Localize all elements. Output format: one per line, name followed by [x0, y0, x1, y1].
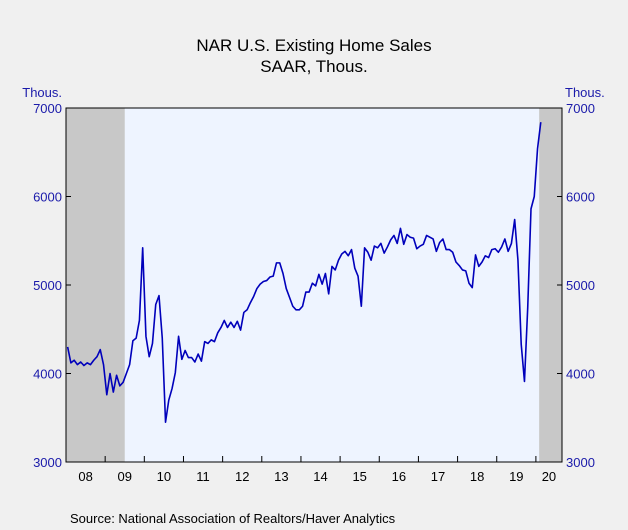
- x-tick-label-10: 10: [157, 469, 171, 484]
- x-tick-label-16: 16: [392, 469, 406, 484]
- y-tick-label-right-4000: 4000: [566, 367, 595, 382]
- recession-band-2: [539, 108, 562, 462]
- left-axis-unit: Thous.: [22, 85, 62, 100]
- right-axis-unit: Thous.: [565, 85, 605, 100]
- x-tick-label-08: 08: [78, 469, 92, 484]
- x-tick-label-17: 17: [431, 469, 445, 484]
- y-tick-layer: 3000 3000 4000 4000 5000 5000 6000 6000 7000 7000: [33, 101, 595, 470]
- x-tick-layer: 08 09 10 11 12 13 14 15 16 17 18 19 20: [78, 456, 556, 484]
- x-tick-label-18: 18: [470, 469, 484, 484]
- y-tick-label-right-5000: 5000: [566, 278, 595, 293]
- x-tick-label-12: 12: [235, 469, 249, 484]
- y-tick-label-left-4000: 4000: [33, 367, 62, 382]
- x-tick-label-11: 11: [196, 469, 210, 484]
- y-tick-label-right-6000: 6000: [566, 190, 595, 205]
- chart-subtitle: SAAR, Thous.: [260, 57, 367, 76]
- x-tick-label-20: 20: [542, 469, 556, 484]
- x-tick-label-14: 14: [313, 469, 327, 484]
- x-tick-label-19: 19: [509, 469, 523, 484]
- x-tick-label-09: 09: [118, 469, 132, 484]
- series-line-1: [66, 122, 542, 423]
- y-tick-label-right-7000: 7000: [566, 101, 595, 116]
- y-tick-label-left-7000: 7000: [33, 101, 62, 116]
- y-tick-label-right-3000: 3000: [566, 455, 595, 470]
- y-tick-label-left-3000: 3000: [33, 455, 62, 470]
- recession-bands: [66, 108, 562, 462]
- y-tick-label-left-6000: 6000: [33, 190, 62, 205]
- chart-title: NAR U.S. Existing Home Sales: [196, 36, 431, 55]
- y-tick-label-left-5000: 5000: [33, 278, 62, 293]
- series-line-layer: [66, 122, 542, 423]
- x-tick-label-15: 15: [352, 469, 366, 484]
- source-note: Source: National Association of Realtors…: [70, 511, 396, 526]
- recession-band-1: [66, 108, 125, 462]
- x-tick-label-13: 13: [274, 469, 288, 484]
